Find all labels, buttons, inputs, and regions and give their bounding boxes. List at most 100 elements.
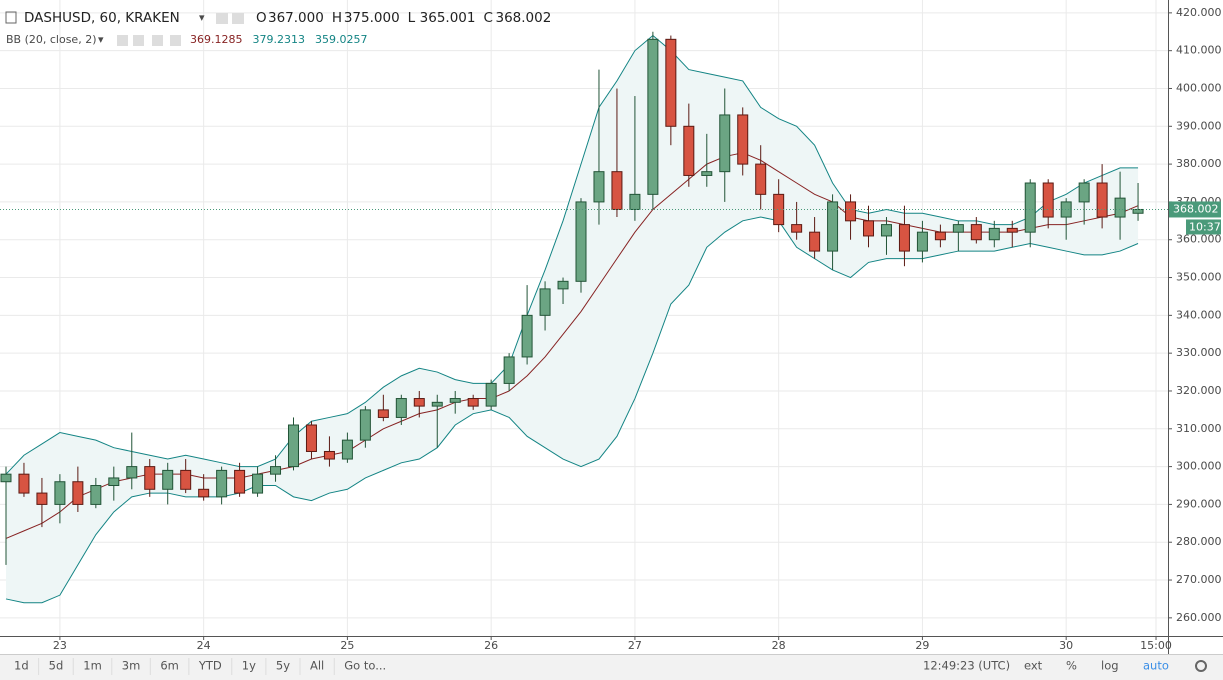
candle-body bbox=[701, 171, 713, 176]
y-tick-label: 340.000 bbox=[1176, 308, 1222, 321]
candle-body bbox=[377, 409, 389, 418]
y-tick-label: 260.000 bbox=[1176, 611, 1222, 624]
ohlc-key: C bbox=[483, 10, 492, 26]
bottom-toolbar bbox=[0, 654, 1223, 680]
indicator-menu[interactable]: ▾ bbox=[98, 33, 104, 46]
candle-body bbox=[162, 469, 174, 490]
candle-body bbox=[1114, 197, 1126, 218]
collapse-icon[interactable] bbox=[5, 11, 17, 24]
x-tick-label: 23 bbox=[53, 639, 67, 652]
ohlc-key: O bbox=[256, 10, 267, 26]
candle-body bbox=[234, 469, 246, 494]
y-tick-label: 390.000 bbox=[1176, 119, 1222, 132]
candle-body bbox=[791, 224, 803, 233]
icon[interactable] bbox=[216, 13, 228, 24]
x-tick-label: 29 bbox=[915, 639, 929, 652]
range-button[interactable]: YTD bbox=[198, 659, 222, 673]
candle-body bbox=[1096, 182, 1108, 218]
y-tick-label: 360.000 bbox=[1176, 233, 1222, 246]
option-button[interactable]: auto bbox=[1143, 659, 1169, 673]
candle-body bbox=[0, 473, 12, 483]
icon[interactable] bbox=[170, 35, 181, 46]
candle-body bbox=[126, 466, 138, 479]
candle-body bbox=[485, 382, 497, 407]
icon[interactable] bbox=[133, 35, 144, 46]
candle-body bbox=[72, 481, 84, 505]
candle-body bbox=[449, 398, 461, 403]
band-line bbox=[5, 152, 1139, 539]
candle-body bbox=[323, 450, 335, 460]
y-tick-label: 300.000 bbox=[1176, 460, 1222, 473]
candle-body bbox=[270, 466, 282, 475]
x-tick-label: 30 bbox=[1059, 639, 1073, 652]
candle-body bbox=[341, 439, 353, 460]
goto-button[interactable]: Go to... bbox=[344, 659, 386, 673]
ohlc-key: H bbox=[332, 10, 342, 26]
range-button[interactable]: 1d bbox=[14, 659, 29, 673]
candle-body bbox=[539, 288, 551, 316]
range-button[interactable]: 1y bbox=[242, 659, 256, 673]
symbol-menu[interactable]: ▾ bbox=[199, 11, 205, 24]
candle-body bbox=[395, 398, 407, 418]
range-button[interactable]: 3m bbox=[122, 659, 141, 673]
candle-body bbox=[198, 488, 210, 498]
option-button[interactable]: % bbox=[1066, 659, 1077, 673]
candle-body bbox=[845, 201, 857, 222]
candle-body bbox=[952, 224, 964, 233]
candle-body bbox=[863, 220, 875, 237]
band-line bbox=[5, 34, 1139, 475]
candle-body bbox=[755, 163, 767, 195]
icon[interactable] bbox=[152, 35, 163, 46]
icon[interactable] bbox=[232, 13, 244, 24]
settings-button[interactable] bbox=[1195, 660, 1207, 672]
y-tick-label: 320.000 bbox=[1176, 384, 1222, 397]
x-tick-label: 26 bbox=[484, 639, 498, 652]
indicator-value: 379.2313 bbox=[253, 33, 306, 46]
indicator-name: BB (20, close, 2) bbox=[6, 33, 97, 46]
candle-body bbox=[18, 473, 30, 494]
candle-body bbox=[36, 492, 48, 505]
option-button[interactable]: log bbox=[1101, 659, 1119, 673]
candle-body bbox=[809, 231, 821, 252]
candle-body bbox=[144, 466, 156, 490]
range-button[interactable]: 5d bbox=[49, 659, 64, 673]
candle-body bbox=[252, 473, 264, 494]
candle-body bbox=[54, 481, 66, 505]
last-price-label: 368.002 bbox=[1173, 202, 1219, 215]
last-price-box bbox=[1169, 201, 1221, 218]
candle-body bbox=[611, 171, 623, 210]
range-button[interactable]: All bbox=[310, 659, 324, 673]
candle-body bbox=[683, 125, 695, 176]
x-tick-label: 27 bbox=[628, 639, 642, 652]
clock: 12:49:23 (UTC) bbox=[923, 659, 1010, 673]
candle-body bbox=[216, 469, 228, 498]
candle-body bbox=[916, 231, 928, 252]
candle-body bbox=[575, 201, 587, 282]
range-button[interactable]: 6m bbox=[160, 659, 179, 673]
candle-body bbox=[1132, 208, 1144, 214]
candle-body bbox=[737, 114, 749, 165]
y-tick-label: 400.000 bbox=[1176, 81, 1222, 94]
countdown-box bbox=[1186, 219, 1221, 235]
candle-body bbox=[557, 280, 569, 290]
y-tick-label: 290.000 bbox=[1176, 497, 1222, 510]
candle-body bbox=[359, 409, 371, 441]
candle-body bbox=[108, 477, 120, 487]
range-button[interactable]: 1m bbox=[83, 659, 102, 673]
candle-body bbox=[647, 38, 659, 195]
candle-body bbox=[503, 356, 515, 384]
candle-body bbox=[90, 485, 102, 505]
x-tick-label: 25 bbox=[340, 639, 354, 652]
candle-body bbox=[1042, 182, 1054, 218]
candle-body bbox=[629, 193, 641, 210]
icon[interactable] bbox=[117, 35, 128, 46]
x-tick-label: 24 bbox=[197, 639, 211, 652]
candle-body bbox=[880, 224, 892, 237]
option-button[interactable]: ext bbox=[1024, 659, 1043, 673]
band-line bbox=[5, 216, 1139, 604]
range-button[interactable]: 5y bbox=[276, 659, 290, 673]
candle-body bbox=[1078, 182, 1090, 203]
